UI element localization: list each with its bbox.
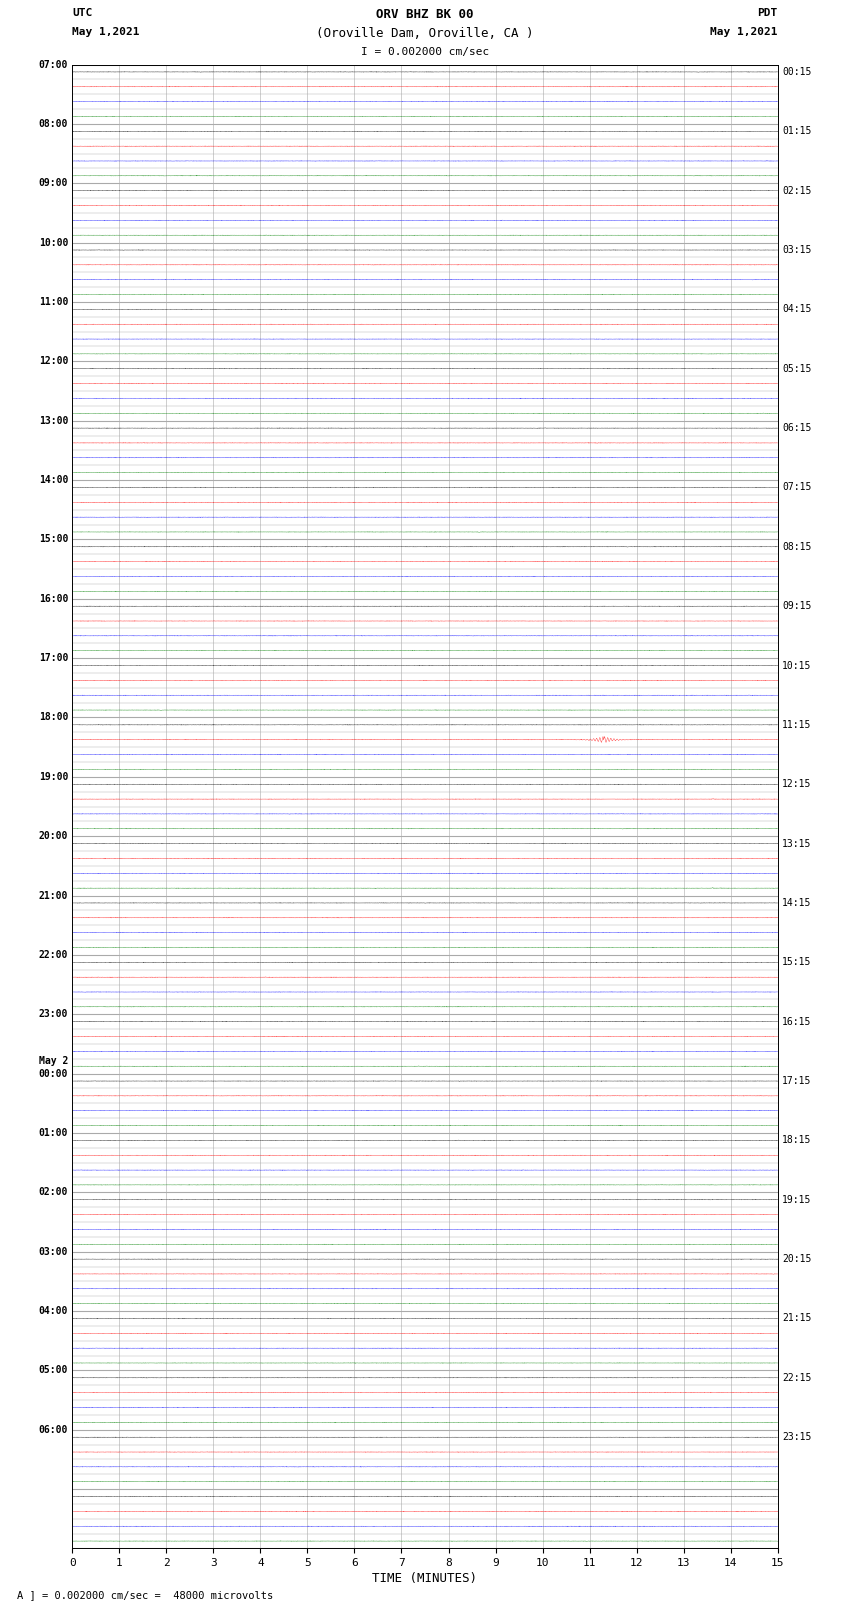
Text: 22:00: 22:00 <box>38 950 68 960</box>
Text: 02:15: 02:15 <box>782 185 812 195</box>
Text: 09:15: 09:15 <box>782 602 812 611</box>
Text: 08:15: 08:15 <box>782 542 812 552</box>
Text: 01:15: 01:15 <box>782 126 812 135</box>
Text: 10:00: 10:00 <box>38 237 68 247</box>
Text: 00:15: 00:15 <box>782 68 812 77</box>
Text: 13:15: 13:15 <box>782 839 812 848</box>
Text: 17:00: 17:00 <box>38 653 68 663</box>
Text: 18:00: 18:00 <box>38 713 68 723</box>
Text: 00:00: 00:00 <box>38 1069 68 1079</box>
Text: 18:15: 18:15 <box>782 1136 812 1145</box>
Text: 05:15: 05:15 <box>782 365 812 374</box>
Text: 22:15: 22:15 <box>782 1373 812 1382</box>
X-axis label: TIME (MINUTES): TIME (MINUTES) <box>372 1573 478 1586</box>
Text: 13:00: 13:00 <box>38 416 68 426</box>
Text: 10:15: 10:15 <box>782 661 812 671</box>
Text: 23:15: 23:15 <box>782 1432 812 1442</box>
Text: 07:15: 07:15 <box>782 482 812 492</box>
Text: 23:00: 23:00 <box>38 1010 68 1019</box>
Text: 03:15: 03:15 <box>782 245 812 255</box>
Text: 11:00: 11:00 <box>38 297 68 306</box>
Text: 01:00: 01:00 <box>38 1127 68 1137</box>
Text: 19:15: 19:15 <box>782 1195 812 1205</box>
Text: 05:00: 05:00 <box>38 1366 68 1376</box>
Text: 16:15: 16:15 <box>782 1016 812 1026</box>
Text: 12:15: 12:15 <box>782 779 812 789</box>
Text: 03:00: 03:00 <box>38 1247 68 1257</box>
Text: 15:00: 15:00 <box>38 534 68 544</box>
Text: 12:00: 12:00 <box>38 356 68 366</box>
Text: 06:15: 06:15 <box>782 423 812 432</box>
Text: 17:15: 17:15 <box>782 1076 812 1086</box>
Text: A ] = 0.002000 cm/sec =  48000 microvolts: A ] = 0.002000 cm/sec = 48000 microvolts <box>17 1590 273 1600</box>
Text: PDT: PDT <box>757 8 778 18</box>
Text: 14:00: 14:00 <box>38 476 68 486</box>
Text: May 1,2021: May 1,2021 <box>72 27 139 37</box>
Text: 06:00: 06:00 <box>38 1424 68 1434</box>
Text: 11:15: 11:15 <box>782 719 812 729</box>
Text: 04:00: 04:00 <box>38 1307 68 1316</box>
Text: 20:00: 20:00 <box>38 831 68 840</box>
Text: 19:00: 19:00 <box>38 773 68 782</box>
Text: May 1,2021: May 1,2021 <box>711 27 778 37</box>
Text: May 2: May 2 <box>38 1057 68 1066</box>
Text: 09:00: 09:00 <box>38 179 68 189</box>
Text: UTC: UTC <box>72 8 93 18</box>
Text: I = 0.002000 cm/sec: I = 0.002000 cm/sec <box>361 47 489 56</box>
Text: 04:15: 04:15 <box>782 305 812 315</box>
Text: 14:15: 14:15 <box>782 898 812 908</box>
Text: 02:00: 02:00 <box>38 1187 68 1197</box>
Text: 21:00: 21:00 <box>38 890 68 900</box>
Text: 16:00: 16:00 <box>38 594 68 603</box>
Text: 20:15: 20:15 <box>782 1255 812 1265</box>
Text: 15:15: 15:15 <box>782 958 812 968</box>
Text: 08:00: 08:00 <box>38 119 68 129</box>
Text: ORV BHZ BK 00: ORV BHZ BK 00 <box>377 8 473 21</box>
Text: 21:15: 21:15 <box>782 1313 812 1323</box>
Text: 07:00: 07:00 <box>38 60 68 69</box>
Text: (Oroville Dam, Oroville, CA ): (Oroville Dam, Oroville, CA ) <box>316 27 534 40</box>
